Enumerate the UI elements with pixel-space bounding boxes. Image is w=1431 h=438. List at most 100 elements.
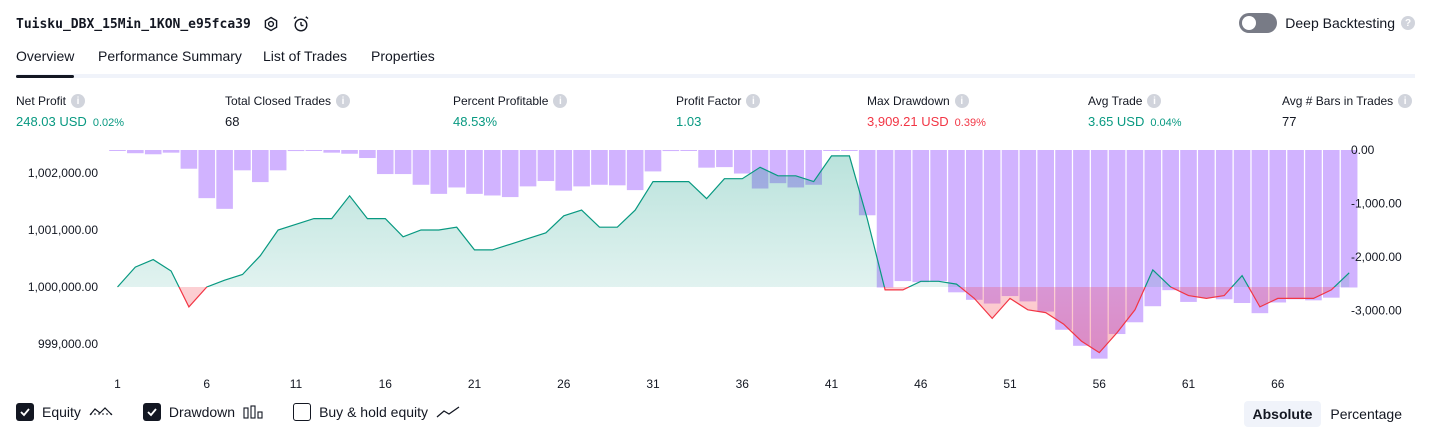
legend-label: Buy & hold equity <box>319 404 429 420</box>
drawdown-bar <box>1269 150 1287 303</box>
metric-avg-bars-in-trades: Avg # Bars in Trades i 77 <box>1282 94 1413 129</box>
drawdown-bar <box>287 150 305 152</box>
toggle-knob <box>1242 16 1257 30</box>
metric-label: Percent Profitable <box>453 94 549 108</box>
left-axis-tick-label: 1,000,000.00 <box>28 280 98 294</box>
drawdown-bar <box>930 150 947 282</box>
right-axis-tick-label: -3,000.00 <box>1351 304 1402 318</box>
drawdown-bar <box>537 150 555 182</box>
metric-profit-factor: Profit Factor i 1.03 <box>676 94 761 129</box>
equity-icon <box>89 405 113 419</box>
absolute-button[interactable]: Absolute <box>1243 401 1322 427</box>
metric-label: Net Profit <box>16 94 67 108</box>
drawdown-bar <box>127 150 144 154</box>
info-icon[interactable]: i <box>336 94 351 108</box>
metric-label: Avg Trade <box>1088 94 1143 108</box>
drawdown-bar <box>323 150 340 153</box>
drawdown-bar <box>180 150 198 169</box>
metric-label: Profit Factor <box>676 94 742 108</box>
metric-value: 3,909.21 USD <box>867 114 949 129</box>
equity-areas <box>117 155 1350 353</box>
info-icon[interactable]: i <box>1398 94 1413 108</box>
drawdown-bar <box>1323 150 1340 298</box>
metric-percent: 0.39% <box>954 117 986 129</box>
x-axis-tick-label: 11 <box>290 377 303 391</box>
metric-net-profit: Net Profit i 248.03 USD 0.02% <box>16 94 124 129</box>
tab-overview[interactable]: Overview <box>16 48 75 78</box>
strategy-header: Tuisku_DBX_15Min_1KON_e95fca39 <box>16 10 311 38</box>
drawdown-bar <box>109 150 126 151</box>
drawdown-bar <box>787 150 805 188</box>
drawdown-bar <box>484 150 501 196</box>
percentage-button[interactable]: Percentage <box>1330 406 1402 422</box>
x-axis-tick-label: 51 <box>1003 377 1017 391</box>
info-icon[interactable]: i <box>1147 94 1162 108</box>
drawdown-bar <box>1340 150 1358 288</box>
right-axis: 0.00 -1,000.00 -2,000.00 -3,000.00 <box>1351 143 1402 318</box>
strategy-title: Tuisku_DBX_15Min_1KON_e95fca39 <box>16 16 251 32</box>
drawdown-bar <box>448 150 465 188</box>
chart-legend: Equity Drawdown Buy & hold equity <box>16 403 490 421</box>
right-axis-tick-label: 0.00 <box>1351 143 1375 157</box>
drawdown-bar <box>394 150 412 175</box>
deep-backtesting-toggle[interactable] <box>1239 13 1278 33</box>
metric-percent-profitable: Percent Profitable i 48.53% <box>453 94 568 129</box>
drawdown-icon <box>243 405 263 419</box>
drawdown-bar <box>841 150 858 151</box>
x-axis-tick-label: 56 <box>1093 377 1107 391</box>
metric-value: 248.03 USD <box>16 114 87 129</box>
tab-list-of-trades[interactable]: List of Trades <box>263 48 348 64</box>
info-icon[interactable]: i <box>746 94 761 108</box>
drawdown-bar <box>894 150 912 282</box>
help-icon[interactable]: ? <box>1401 16 1415 30</box>
tab-properties[interactable]: Properties <box>371 48 435 64</box>
drawdown-bar <box>216 150 233 209</box>
drawdown-checkbox[interactable] <box>142 403 161 421</box>
legend-buy-hold-equity[interactable]: Buy & hold equity <box>293 403 460 421</box>
drawdown-bar <box>1251 150 1269 314</box>
alarm-clock-icon[interactable] <box>291 14 311 34</box>
drawdown-bar <box>1144 150 1162 307</box>
drawdown-bar <box>430 150 448 194</box>
drawdown-bar <box>680 150 697 151</box>
drawdown-bar <box>1305 150 1322 301</box>
metric-total-closed-trades: Total Closed Trades i 68 <box>225 94 351 129</box>
left-axis-tick-label: 999,000.00 <box>38 337 98 351</box>
info-icon[interactable]: i <box>71 94 86 108</box>
x-axis-tick-label: 21 <box>468 377 482 391</box>
x-axis-tick-label: 16 <box>379 377 393 391</box>
drawdown-bar <box>858 150 876 216</box>
drawdown-bar <box>626 150 644 191</box>
drawdown-bar <box>1055 150 1072 330</box>
info-icon[interactable]: i <box>553 94 568 108</box>
drawdown-bar <box>1287 150 1304 300</box>
drawdown-bar <box>1108 150 1126 335</box>
info-icon[interactable]: i <box>954 94 969 108</box>
drawdown-bar <box>359 150 376 159</box>
x-axis-tick-label: 66 <box>1271 377 1285 391</box>
legend-drawdown[interactable]: Drawdown <box>142 403 263 421</box>
legend-label: Drawdown <box>168 404 236 420</box>
settings-icon[interactable] <box>261 14 281 34</box>
tab-performance-summary[interactable]: Performance Summary <box>98 48 242 64</box>
drawdown-bar <box>751 150 769 189</box>
drawdown-bars <box>109 150 1358 359</box>
legend-equity[interactable]: Equity <box>16 403 113 421</box>
buy-hold-checkbox[interactable] <box>293 403 312 421</box>
drawdown-bar <box>769 150 787 184</box>
drawdown-bar <box>144 150 162 155</box>
metric-value: 77 <box>1282 114 1297 129</box>
legend-label: Equity <box>42 404 81 420</box>
drawdown-bar <box>1198 150 1215 298</box>
drawdown-bar <box>1180 150 1197 302</box>
scale-toggle: Absolute Percentage <box>1243 401 1412 427</box>
left-axis-tick-label: 1,002,000.00 <box>28 166 98 180</box>
metric-percent: 0.04% <box>1150 117 1182 129</box>
metric-label: Max Drawdown <box>867 94 950 108</box>
equity-checkbox[interactable] <box>16 403 34 421</box>
drawdown-bar <box>805 150 822 185</box>
x-axis-tick-label: 1 <box>114 377 121 391</box>
drawdown-bar <box>1233 150 1251 304</box>
metric-max-drawdown: Max Drawdown i 3,909.21 USD 0.39% <box>867 94 986 129</box>
drawdown-bar <box>269 150 287 171</box>
